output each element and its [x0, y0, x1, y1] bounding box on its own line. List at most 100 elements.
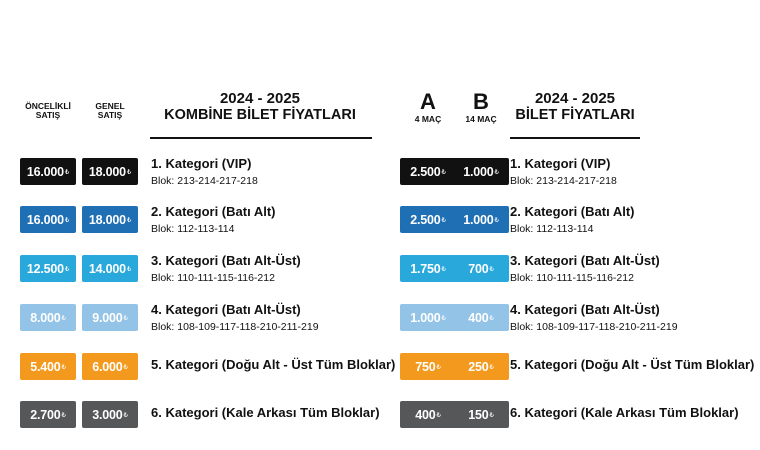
- lira-symbol: ₺: [126, 265, 132, 273]
- lira-symbol: ₺: [61, 314, 66, 322]
- block-list: Blok: 110-111-115-116-212: [151, 271, 275, 284]
- price-box-second: 6.000 ₺: [82, 353, 138, 380]
- block-list: Blok: 213-214-217-218: [151, 174, 258, 187]
- category-name: 5. Kategori (Doğu Alt - Üst Tüm Bloklar): [151, 357, 396, 372]
- package-b-letter: B: [473, 89, 489, 114]
- price-box-first: 5.400 ₺: [20, 353, 76, 380]
- price-value: 1.750: [410, 261, 441, 276]
- category-label: 6. Kategori (Kale Arkası Tüm Bloklar): [151, 405, 380, 421]
- lira-symbol: ₺: [123, 411, 128, 419]
- category-label: 1. Kategori (VIP) Blok: 213-214-217-218: [510, 156, 617, 187]
- price-box-second: 3.000 ₺: [82, 401, 138, 428]
- season-ticket-title: 2024 - 2025 KOMBİNE BİLET FİYATLARI: [150, 90, 370, 124]
- price-value: 5.400: [30, 359, 61, 374]
- price-row: 750 ₺ 250 ₺ 5. Kategori (Doğu Alt - Üst Tüm …: [400, 347, 754, 387]
- priority-sale-label-line2: SATIŞ: [35, 109, 61, 120]
- match-ticket-header: A 4 MAÇ B 14 MAÇ 2024 - 2025 BİLET FİYAT…: [400, 90, 750, 140]
- lira-symbol: ₺: [441, 265, 446, 273]
- lira-symbol: ₺: [64, 168, 70, 176]
- price-value: 150: [468, 407, 489, 422]
- block-list: Blok: 108-109-117-118-210-211-219: [151, 320, 319, 333]
- price-value: 16.000: [26, 164, 64, 179]
- price-value: 3.000: [92, 407, 123, 422]
- price-value: 400: [415, 407, 436, 422]
- price-row: 1.750 ₺ 700 ₺ 3. Kategori (Batı Alt-Üst) Blok…: [400, 249, 750, 289]
- lira-symbol: ₺: [61, 363, 66, 371]
- price-box-first: 8.000 ₺: [20, 304, 76, 331]
- price-value: 9.000: [92, 310, 123, 325]
- match-title-text: BİLET FİYATLARI: [515, 107, 635, 123]
- price-row: 5.400 ₺ 6.000 ₺ 5. Kategori (Doğu Alt - Üst …: [20, 347, 395, 387]
- lira-symbol: ₺: [126, 168, 132, 176]
- price-box-first: 400 ₺: [400, 401, 456, 428]
- price-value: 18.000: [88, 212, 126, 227]
- package-b-matches: 14 MAÇ: [465, 114, 497, 124]
- general-sale-label-line2: SATIŞ: [97, 109, 123, 120]
- category-name: 5. Kategori (Doğu Alt - Üst Tüm Bloklar): [510, 357, 755, 372]
- price-row: 400 ₺ 150 ₺ 6. Kategori (Kale Arkası Tüm Blo…: [400, 395, 750, 435]
- category-label: 4. Kategori (Batı Alt-Üst) Blok: 108-109-…: [151, 302, 319, 333]
- lira-symbol: ₺: [61, 411, 66, 419]
- lira-symbol: ₺: [441, 314, 446, 322]
- season-title-text: KOMBİNE BİLET FİYATLARI: [164, 107, 356, 123]
- price-value: 1.000: [463, 212, 494, 227]
- season-title-year: 2024 - 2025: [219, 90, 301, 107]
- price-box-second: 18.000 ₺: [82, 206, 138, 233]
- price-value: 12.500: [26, 261, 64, 276]
- price-box-second: 150 ₺: [453, 401, 509, 428]
- category-name: 6. Kategori (Kale Arkası Tüm Bloklar): [151, 405, 380, 420]
- price-row: 2.500 ₺ 1.000 ₺ 1. Kategori (VIP) Blok: 213-2…: [400, 152, 750, 192]
- price-box-second: 18.000 ₺: [82, 158, 138, 185]
- lira-symbol: ₺: [64, 265, 70, 273]
- season-ticket-header: ÖNCELİKLİ SATIŞ GENEL SATIŞ 2024 - 2025 …: [20, 90, 390, 140]
- price-value: 750: [415, 359, 436, 374]
- block-list: Blok: 110-111-115-116-212: [510, 271, 634, 284]
- price-value: 6.000: [92, 359, 123, 374]
- category-label: 5. Kategori (Doğu Alt - Üst Tüm Bloklar): [151, 357, 396, 373]
- priority-sale-column-header: ÖNCELİKLİ SATIŞ: [20, 102, 76, 120]
- price-value: 700: [468, 261, 489, 276]
- package-b-column-header: B 14 MAÇ: [453, 90, 509, 124]
- price-box-first: 2.700 ₺: [20, 401, 76, 428]
- category-name: 1. Kategori (VIP): [510, 156, 611, 171]
- category-label: 3. Kategori (Batı Alt-Üst) Blok: 110-111-…: [151, 253, 301, 284]
- price-box-first: 1.000 ₺: [400, 304, 456, 331]
- lira-symbol: ₺: [436, 363, 441, 371]
- price-box-first: 16.000 ₺: [20, 206, 76, 233]
- price-row: 2.700 ₺ 3.000 ₺ 6. Kategori (Kale Arkası Tüm…: [20, 395, 390, 435]
- price-box-second: 1.000 ₺: [453, 158, 509, 185]
- category-label: 2. Kategori (Batı Alt) Blok: 112-113-114: [151, 204, 275, 235]
- price-value: 18.000: [88, 164, 126, 179]
- lira-symbol: ₺: [123, 363, 128, 371]
- block-list: Blok: 112-113-114: [510, 222, 594, 235]
- title-underline: [150, 137, 372, 139]
- block-list: Blok: 112-113-114: [151, 222, 235, 235]
- match-title-year: 2024 - 2025: [534, 90, 616, 107]
- lira-symbol: ₺: [494, 168, 499, 176]
- block-list: Blok: 108-109-117-118-210-211-219: [510, 320, 678, 333]
- category-name: 3. Kategori (Batı Alt-Üst): [510, 253, 660, 268]
- price-box-first: 12.500 ₺: [20, 255, 76, 282]
- price-row: 1.000 ₺ 400 ₺ 4. Kategori (Batı Alt-Üst) Blok…: [400, 298, 750, 338]
- category-label: 5. Kategori (Doğu Alt - Üst Tüm Bloklar): [510, 357, 755, 373]
- general-sale-label-line1: GENEL: [95, 101, 125, 111]
- lira-symbol: ₺: [489, 363, 494, 371]
- lira-symbol: ₺: [436, 411, 441, 419]
- lira-symbol: ₺: [441, 216, 446, 224]
- price-box-first: 1.750 ₺: [400, 255, 456, 282]
- package-a-letter: A: [420, 89, 436, 114]
- category-name: 6. Kategori (Kale Arkası Tüm Bloklar): [510, 405, 739, 420]
- category-label: 4. Kategori (Batı Alt-Üst) Blok: 108-109-…: [510, 302, 678, 333]
- price-box-second: 250 ₺: [453, 353, 509, 380]
- price-box-first: 2.500 ₺: [400, 206, 456, 233]
- price-value: 1.000: [410, 310, 441, 325]
- priority-sale-label-line1: ÖNCELİKLİ: [25, 101, 71, 111]
- lira-symbol: ₺: [494, 216, 499, 224]
- price-value: 2.500: [410, 164, 441, 179]
- price-value: 1.000: [463, 164, 494, 179]
- category-label: 3. Kategori (Batı Alt-Üst) Blok: 110-111-…: [510, 253, 660, 284]
- category-name: 4. Kategori (Batı Alt-Üst): [510, 302, 660, 317]
- price-box-second: 700 ₺: [453, 255, 509, 282]
- price-box-first: 750 ₺: [400, 353, 456, 380]
- lira-symbol: ₺: [489, 314, 494, 322]
